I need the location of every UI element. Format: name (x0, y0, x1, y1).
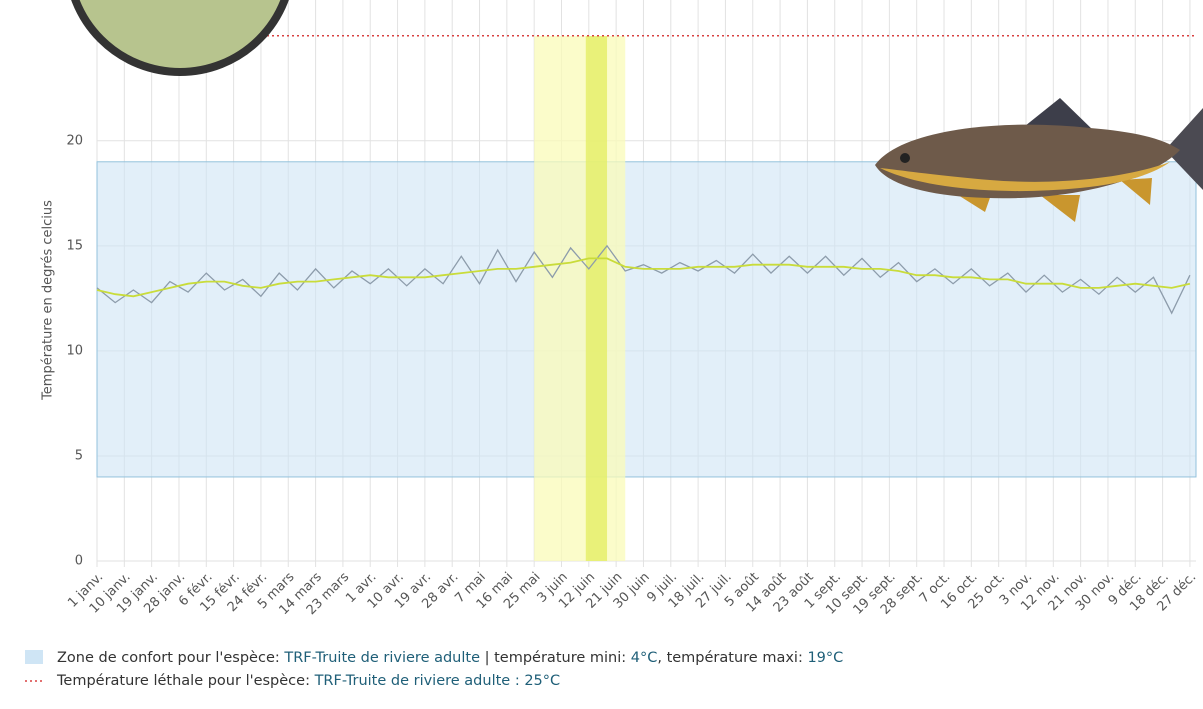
period-highlight (534, 36, 626, 561)
fish-illustration (875, 98, 1203, 222)
y-tick-label: 10 (66, 343, 83, 358)
y-axis-label: Température en degrés celcius (41, 200, 56, 401)
legend-text: : (510, 673, 524, 689)
y-tick-label: 0 (75, 554, 83, 569)
legend-text: TRF-Truite de riviere adulte (314, 673, 511, 689)
legend-text: 4°C (631, 650, 658, 666)
y-tick-label: 15 (66, 238, 83, 253)
legend-text: Température léthale pour l'espèce: (56, 673, 315, 689)
legend-text: 25°C (524, 673, 560, 689)
fish-fin (950, 178, 1152, 222)
period-highlight (585, 36, 608, 561)
legend-text: TRF-Truite de riviere adulte (283, 650, 480, 666)
legend-text: , température maxi: (657, 650, 807, 666)
legend-comfort: Zone de confort pour l'espèce: TRF-Truit… (57, 650, 843, 666)
comfort-zone (96, 161, 1197, 478)
legend-lethal: Température léthale pour l'espèce: TRF-T… (56, 673, 560, 689)
legend-text: 19°C (807, 650, 843, 666)
y-tick-label: 20 (66, 133, 83, 148)
legend-text: | température mini: (480, 650, 631, 666)
temperature-line (96, 257, 1191, 298)
y-tick-label: 5 (75, 448, 83, 463)
legend-swatch (25, 650, 43, 664)
fish-fin (1020, 98, 1095, 132)
fish-eye (900, 153, 910, 163)
fish-tail (1165, 108, 1203, 190)
map-lens (71, 0, 289, 76)
fish-belly (880, 162, 1170, 192)
temperature-line (96, 244, 1191, 315)
legend-text: Zone de confort pour l'espèce: (57, 650, 284, 666)
